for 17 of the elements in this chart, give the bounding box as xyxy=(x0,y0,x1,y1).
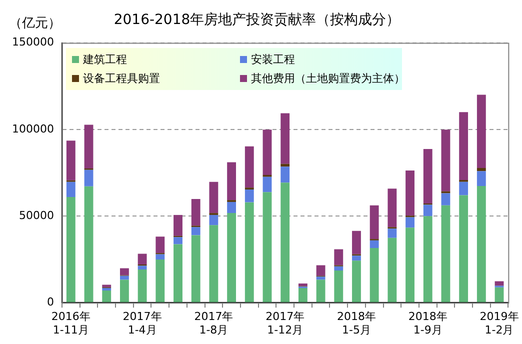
x-tick-label: 2018年 1-9月 xyxy=(408,310,448,336)
y-tick-label: 100000 xyxy=(12,122,54,136)
legend-label: 设备工程具购置 xyxy=(83,71,160,86)
x-tick-label: 2017年 1-12月 xyxy=(266,310,305,336)
y-tick-label: 0 xyxy=(46,295,54,308)
legend-label: 安装工程 xyxy=(251,52,295,67)
y-tick-label: 150000 xyxy=(12,36,54,49)
x-tick-label: 2019年 1-2月 xyxy=(480,310,519,336)
y-axis-title: （亿元） xyxy=(9,16,61,31)
x-tick-label: 2017年 1-4月 xyxy=(122,310,162,336)
chart-title: 2016-2018年房地产投资贡献率（按构成分） xyxy=(114,12,400,28)
x-tick-label: 2018年 1-5月 xyxy=(336,310,376,336)
x-tick-label: 2016年 1-11月 xyxy=(51,310,90,336)
legend-label: 其他费用（土地购置费为主体） xyxy=(251,71,405,86)
x-tick-label: 2017年 1-8月 xyxy=(194,310,234,336)
legend-label: 建筑工程 xyxy=(83,52,127,67)
y-tick-label: 50000 xyxy=(18,208,54,222)
